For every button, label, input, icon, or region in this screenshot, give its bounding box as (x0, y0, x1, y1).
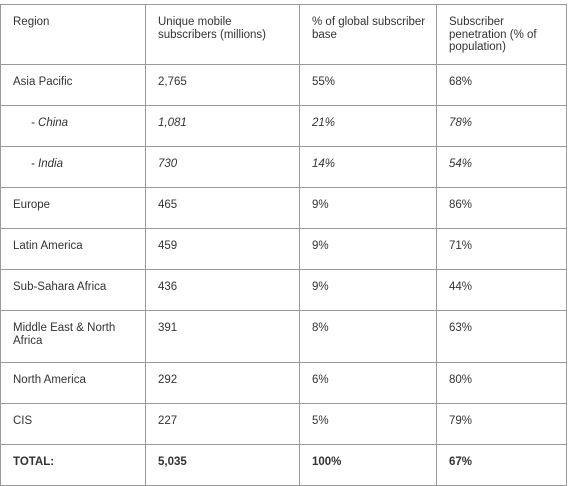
cell-region: Latin America (0, 228, 146, 270)
cell-penetration: 80% (436, 362, 567, 404)
cell-subscribers: 459 (145, 228, 300, 270)
table-row: Latin America 459 9% 71% (0, 228, 567, 270)
cell-subscribers: 292 (145, 362, 300, 404)
cell-share: 9% (299, 228, 437, 270)
cell-penetration: 79% (436, 403, 567, 445)
header-region: Region (0, 4, 146, 65)
cell-region: Europe (0, 187, 146, 229)
cell-subscribers: 465 (145, 187, 300, 229)
cell-region: Middle East & North Africa (0, 310, 146, 363)
cell-share: 8% (299, 310, 437, 363)
subscribers-table: Region Unique mobile subscribers (millio… (0, 4, 567, 486)
cell-penetration: 71% (436, 228, 567, 270)
cell-share: 5% (299, 403, 437, 445)
cell-region: - India (0, 146, 146, 188)
cell-region: Asia Pacific (0, 64, 146, 106)
table-header-row: Region Unique mobile subscribers (millio… (0, 4, 567, 65)
cell-share: 14% (299, 146, 437, 188)
table-total-row: TOTAL: 5,035 100% 67% (0, 444, 567, 486)
cell-share: 21% (299, 105, 437, 147)
cell-subscribers: 391 (145, 310, 300, 363)
cell-share: 9% (299, 269, 437, 311)
table-row: Sub-Sahara Africa 436 9% 44% (0, 269, 567, 311)
cell-share: 9% (299, 187, 437, 229)
cell-penetration: 54% (436, 146, 567, 188)
cell-penetration: 68% (436, 64, 567, 106)
cell-region: Sub-Sahara Africa (0, 269, 146, 311)
table-row: - China 1,081 21% 78% (0, 105, 567, 147)
total-share: 100% (299, 444, 437, 486)
cell-region: - China (0, 105, 146, 147)
table-row: Middle East & North Africa 391 8% 63% (0, 310, 567, 363)
total-penetration: 67% (436, 444, 567, 486)
cell-subscribers: 730 (145, 146, 300, 188)
cell-share: 6% (299, 362, 437, 404)
table-row: North America 292 6% 80% (0, 362, 567, 404)
table-row: - India 730 14% 54% (0, 146, 567, 188)
cell-penetration: 44% (436, 269, 567, 311)
header-penetration: Subscriber penetration (% of population) (436, 4, 567, 65)
cell-penetration: 86% (436, 187, 567, 229)
cell-subscribers: 2,765 (145, 64, 300, 106)
total-label: TOTAL: (0, 444, 146, 486)
cell-subscribers: 436 (145, 269, 300, 311)
page: Region Unique mobile subscribers (millio… (0, 4, 567, 486)
cell-share: 55% (299, 64, 437, 106)
cell-penetration: 63% (436, 310, 567, 363)
cell-penetration: 78% (436, 105, 567, 147)
table-row: Europe 465 9% 86% (0, 187, 567, 229)
cell-region: CIS (0, 403, 146, 445)
table-row: CIS 227 5% 79% (0, 403, 567, 445)
cell-region: North America (0, 362, 146, 404)
cell-subscribers: 1,081 (145, 105, 300, 147)
total-subscribers: 5,035 (145, 444, 300, 486)
header-share: % of global subscriber base (299, 4, 437, 65)
header-subscribers: Unique mobile subscribers (millions) (145, 4, 300, 65)
cell-subscribers: 227 (145, 403, 300, 445)
table-row: Asia Pacific 2,765 55% 68% (0, 64, 567, 106)
